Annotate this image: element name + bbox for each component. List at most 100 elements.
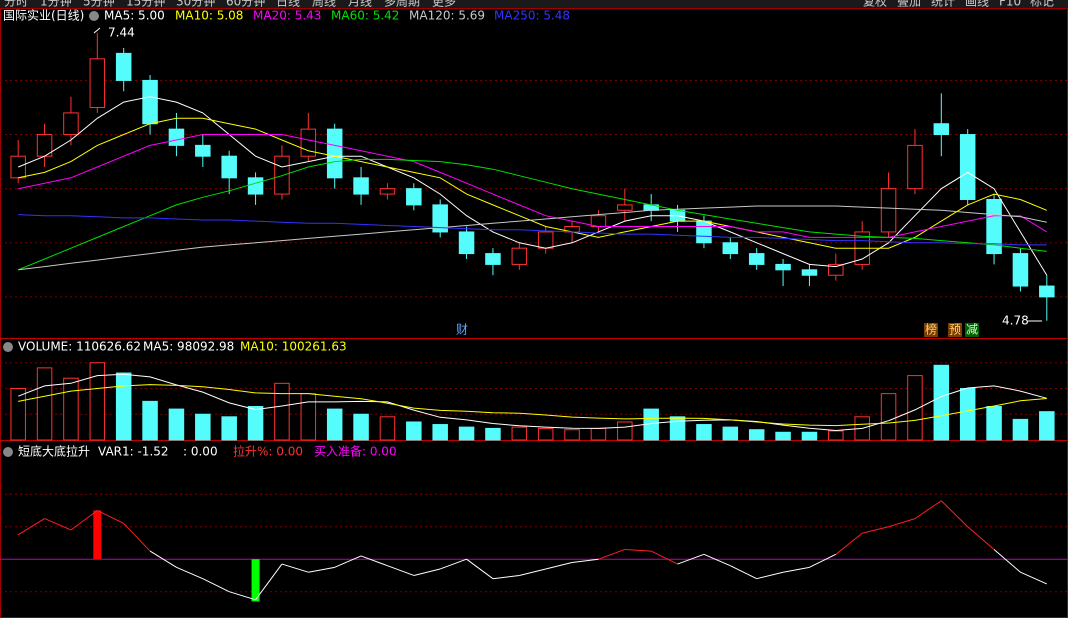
frame [0, 8, 1068, 618]
volume-ma-line [18, 373, 1047, 432]
indicator-line [492, 574, 520, 580]
indicator-line [703, 553, 731, 567]
volume-bar [775, 431, 791, 441]
ma-line [18, 117, 1047, 249]
indicator-line [1020, 571, 1048, 585]
toolbar-button[interactable]: 周线 [312, 0, 336, 9]
volume-label: VOLUME: 110626.62 [18, 340, 141, 354]
menu-icon[interactable] [89, 11, 99, 21]
volume-bar [669, 416, 686, 441]
indicator-line [835, 532, 863, 555]
indicator-line [888, 518, 916, 528]
toolbar-button[interactable]: 标记 [1030, 0, 1054, 9]
toolbar-button[interactable]: 画线 [965, 0, 989, 9]
toolbar-button[interactable]: 叠加 [897, 0, 921, 9]
indicator-line [914, 500, 942, 520]
toolbar-button[interactable]: 1分钟 [40, 0, 72, 9]
candle-body [168, 128, 185, 146]
indicator-line [360, 555, 388, 567]
volume-bar [406, 421, 422, 441]
indicator-line [967, 526, 995, 550]
volume-bar [748, 429, 765, 441]
indicator-label: VAR1: -1.52 [98, 445, 169, 459]
toolbar-button[interactable]: F10 [999, 0, 1021, 9]
indicator-line [677, 553, 705, 565]
candle-body [406, 188, 422, 206]
volume-label: MA10: 100261.63 [240, 340, 347, 354]
toolbar-button[interactable]: 月线 [348, 0, 372, 9]
low-label: 4.78 [1002, 314, 1029, 328]
volume-bar [36, 367, 53, 441]
candle-body [221, 155, 237, 179]
indicator-line [17, 518, 45, 536]
toolbar-button[interactable]: 复权 [863, 0, 887, 9]
candle-body [828, 263, 844, 276]
candle-body [485, 253, 501, 265]
event-marker[interactable]: 财 [456, 323, 468, 337]
candle-body [880, 188, 897, 233]
volume-bar [590, 427, 607, 441]
candle-body [142, 79, 158, 125]
menu-icon[interactable] [3, 447, 13, 457]
toolbar-button[interactable]: 日线 [276, 0, 300, 9]
volume-label: MA5: 98092.98 [143, 340, 234, 354]
indicator-line [466, 558, 494, 580]
indicator-line [624, 548, 652, 552]
toolbar-button[interactable]: 30分钟 [176, 0, 215, 9]
ma-line [18, 134, 1048, 238]
toolbar-button[interactable]: 更多 [432, 0, 456, 9]
volume-bar [1039, 411, 1055, 441]
indicator-line [993, 549, 1021, 573]
ma-label: MA10: 5.08 [175, 9, 243, 23]
candle-body [63, 112, 79, 136]
indicator-line [650, 550, 678, 565]
candle-body [748, 253, 765, 265]
menu-icon[interactable] [3, 342, 13, 352]
volume-bar [353, 413, 369, 441]
indicator-line [413, 568, 441, 576]
volume-bar [379, 416, 396, 441]
candle-body [379, 188, 396, 195]
event-marker[interactable]: 榜 [925, 322, 937, 337]
indicator-line [387, 565, 414, 576]
volume-bar [221, 416, 237, 441]
pointer [93, 27, 101, 34]
event-marker[interactable]: 减 [966, 323, 978, 337]
candle-body [537, 231, 554, 249]
event-marker[interactable]: 预 [949, 323, 961, 337]
indicator-label: 短底大底拉升 [18, 444, 90, 459]
candle-body [1039, 285, 1055, 298]
indicator-line [598, 548, 625, 560]
toolbar-button[interactable]: 60分钟 [226, 0, 265, 9]
indicator-label: : 0.00 [183, 445, 218, 459]
indicator-line [202, 578, 230, 593]
toolbar-button[interactable]: 多周期 [384, 0, 420, 9]
toolbar-button[interactable]: 分时 [4, 0, 28, 9]
signal-bar [251, 559, 260, 602]
indicator-line [440, 558, 467, 570]
indicator-line [97, 510, 124, 524]
volume-bar [326, 408, 343, 441]
indicator-line [940, 500, 969, 528]
ma-label: MA250: 5.48 [494, 9, 570, 23]
toolbar [0, 0, 1068, 8]
volume-bar [880, 393, 897, 441]
candle-body [353, 177, 369, 195]
indicator-line [862, 526, 889, 534]
ma-label: MA20: 5.43 [253, 9, 321, 23]
event-box [965, 323, 979, 337]
volume-bar [986, 406, 1002, 441]
candle-body [115, 52, 132, 81]
toolbar-button[interactable]: 5分钟 [83, 0, 115, 9]
toolbar-button[interactable]: 15分钟 [126, 0, 165, 9]
indicator-line [281, 563, 309, 573]
indicator-line [572, 558, 599, 563]
candle-body [722, 242, 739, 255]
ma-line [18, 158, 1047, 271]
candle-body [89, 58, 106, 108]
indicator-line [123, 523, 151, 552]
volume-bar [432, 424, 448, 441]
indicator-line [229, 591, 256, 601]
toolbar-button[interactable]: 统计 [931, 0, 955, 9]
